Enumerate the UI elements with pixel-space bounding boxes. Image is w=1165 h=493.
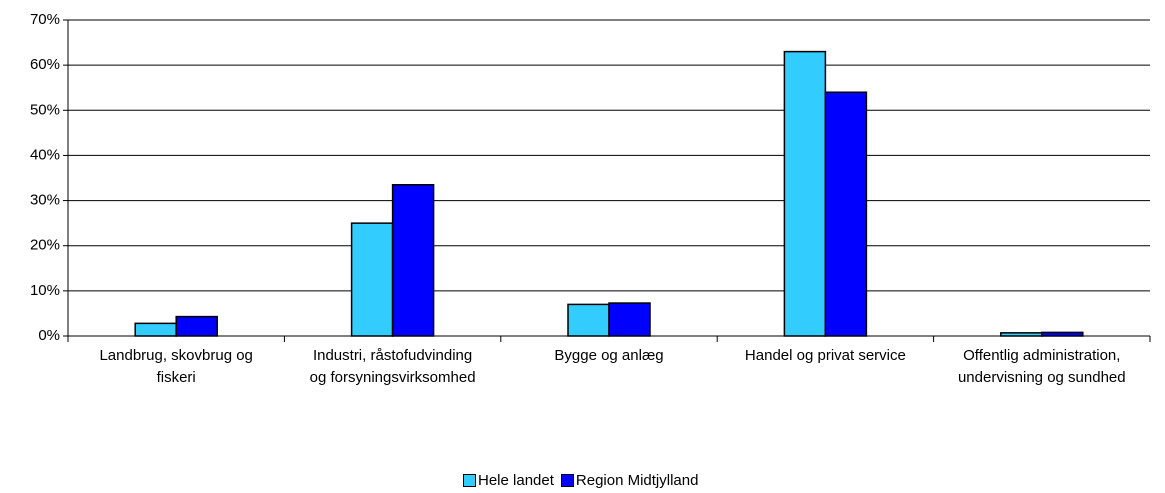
y-tick-label: 70% — [30, 11, 60, 28]
y-tick-label: 30% — [30, 192, 60, 209]
y-tick-label: 50% — [30, 101, 60, 118]
legend-item: Region Midtjylland — [560, 472, 699, 489]
legend-swatch — [463, 474, 476, 487]
x-tick-label: Industri, råstofudvinding og forsyningsv… — [309, 347, 476, 386]
x-tick-label: Handel og privat service — [744, 347, 906, 364]
legend: Hele landet Region Midtjylland — [463, 472, 702, 489]
y-tick-label: 10% — [30, 282, 60, 299]
bar — [350, 222, 394, 337]
y-tick-label: 40% — [30, 146, 60, 163]
bar — [608, 302, 651, 337]
x-tick-label: Bygge og anlæg — [554, 347, 664, 364]
bar — [824, 91, 868, 337]
bar — [783, 50, 827, 337]
bar — [567, 303, 610, 337]
x-tick-label: Offentlig administration, undervisning o… — [957, 347, 1126, 386]
y-tick-label: 60% — [30, 56, 60, 73]
bar — [175, 315, 218, 337]
legend-label: Hele landet — [478, 472, 554, 489]
legend-label: Region Midtjylland — [575, 472, 699, 489]
x-tick-label: Landbrug, skovbrug og fiskeri — [99, 347, 253, 386]
y-tick-label: 0% — [38, 327, 60, 344]
legend-item: Hele landet — [463, 472, 554, 489]
y-tick-label: 20% — [30, 237, 60, 254]
legend-swatch — [560, 474, 574, 487]
bar — [391, 184, 435, 337]
bar — [1041, 331, 1084, 337]
bar — [134, 322, 177, 337]
